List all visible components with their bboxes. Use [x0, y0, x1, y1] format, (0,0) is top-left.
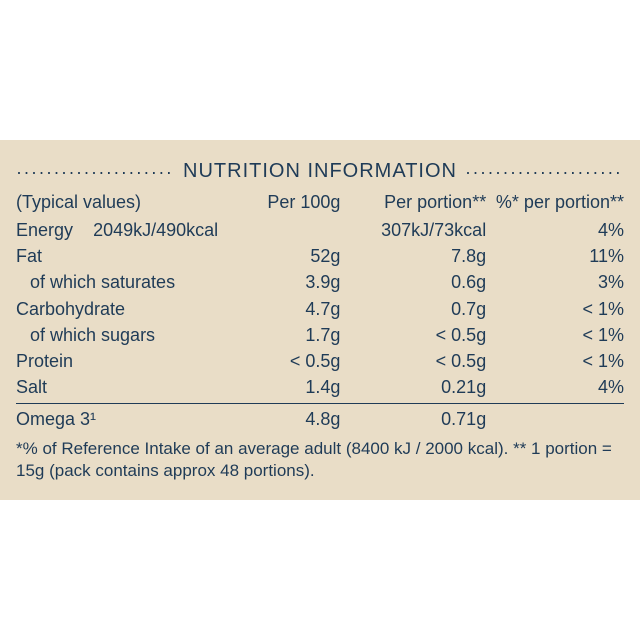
- footnote: *% of Reference Intake of an average adu…: [16, 438, 624, 482]
- dots-right: ··························: [465, 167, 624, 177]
- row-per100: < 0.5g: [217, 348, 351, 374]
- header-label: (Typical values): [16, 189, 217, 216]
- row-per100: 52g: [217, 243, 351, 269]
- row-pct: 4%: [490, 217, 624, 243]
- row-perportion: 307kJ/73kcal: [350, 217, 490, 243]
- row-perportion: 0.6g: [350, 269, 490, 295]
- table-row: Protein< 0.5g< 0.5g< 1%: [16, 348, 624, 374]
- omega-pct: [490, 403, 624, 432]
- header-per100: Per 100g: [217, 189, 351, 216]
- table-row: of which sugars1.7g< 0.5g< 1%: [16, 322, 624, 348]
- dots-left: ··························: [16, 167, 175, 177]
- nutrition-panel: ·························· NUTRITION INF…: [0, 140, 640, 499]
- row-perportion: 7.8g: [350, 243, 490, 269]
- title-row: ·························· NUTRITION INF…: [16, 160, 624, 183]
- row-label: Protein: [16, 348, 217, 374]
- row-label-text: Energy: [16, 220, 73, 240]
- table-row: Salt1.4g0.21g4%: [16, 374, 624, 403]
- row-perportion: 0.7g: [350, 296, 490, 322]
- omega-label: Omega 3¹: [16, 403, 217, 432]
- row-label: of which saturates: [16, 269, 217, 295]
- table-row: Energy 2049kJ/490kcal307kJ/73kcal4%: [16, 217, 624, 243]
- row-pct: 11%: [490, 243, 624, 269]
- table-row: Fat52g7.8g11%: [16, 243, 624, 269]
- row-pct: 4%: [490, 374, 624, 403]
- row-per100: 1.4g: [217, 374, 351, 403]
- row-pct: < 1%: [490, 296, 624, 322]
- header-perportion: Per portion**: [350, 189, 490, 216]
- table-row: of which saturates3.9g0.6g3%: [16, 269, 624, 295]
- omega-perportion: 0.71g: [350, 403, 490, 432]
- table-header-row: (Typical values) Per 100g Per portion** …: [16, 189, 624, 216]
- omega-row: Omega 3¹ 4.8g 0.71g: [16, 403, 624, 432]
- row-per100: 3.9g: [217, 269, 351, 295]
- row-pct: < 1%: [490, 348, 624, 374]
- row-label: of which sugars: [16, 322, 217, 348]
- row-label: Salt: [16, 374, 217, 403]
- row-pct: < 1%: [490, 322, 624, 348]
- row-per100: 4.7g: [217, 296, 351, 322]
- table-row: Carbohydrate4.7g0.7g< 1%: [16, 296, 624, 322]
- header-pct: %* per portion**: [490, 189, 624, 216]
- omega-per100: 4.8g: [217, 403, 351, 432]
- row-per100: 2049kJ/490kcal: [93, 220, 218, 240]
- row-perportion: 0.21g: [350, 374, 490, 403]
- row-pct: 3%: [490, 269, 624, 295]
- nutrition-table: (Typical values) Per 100g Per portion** …: [16, 189, 624, 432]
- row-label: Fat: [16, 243, 217, 269]
- row-label: Energy 2049kJ/490kcal: [16, 217, 350, 243]
- row-perportion: < 0.5g: [350, 322, 490, 348]
- panel-title: NUTRITION INFORMATION: [183, 160, 457, 183]
- row-label: Carbohydrate: [16, 296, 217, 322]
- row-per100: 1.7g: [217, 322, 351, 348]
- row-perportion: < 0.5g: [350, 348, 490, 374]
